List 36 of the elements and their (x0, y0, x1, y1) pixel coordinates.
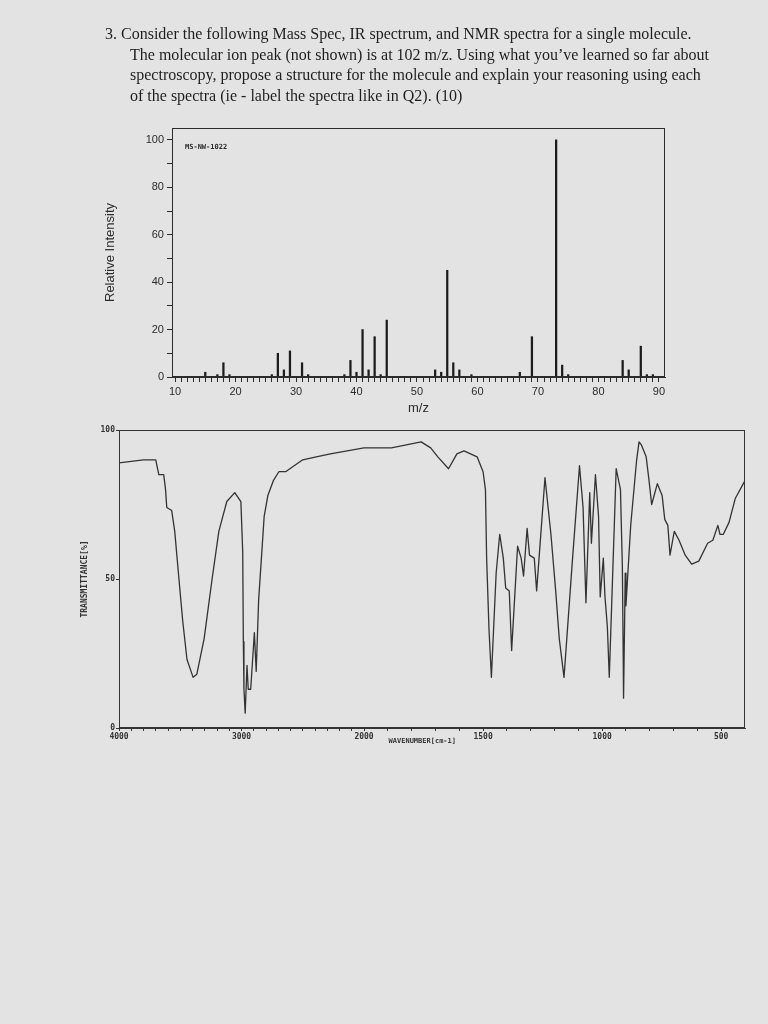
y-tick-label: 50 (105, 574, 116, 584)
x-tick-label: 2000 (354, 731, 374, 741)
y-tick-label: 100 (100, 425, 116, 435)
x-tick-label: 500 (713, 731, 729, 741)
bar (361, 329, 364, 377)
x-tick-label: 40 (350, 384, 363, 397)
x-axis-title: m/z (408, 399, 429, 415)
x-tick-label: 90 (652, 384, 666, 397)
y-tick-label: 0 (110, 723, 116, 733)
x-tick-label: 3000 (231, 731, 252, 741)
y-tick-label: 100 (145, 132, 164, 145)
y-tick-label: 60 (151, 227, 164, 240)
y-tick-label: 0 (157, 370, 164, 383)
x-tick-label: 30 (289, 384, 303, 397)
bar (343, 374, 346, 377)
y-tick-label: 80 (151, 180, 164, 193)
x-tick-label: 1000 (592, 731, 612, 741)
y-axis-title: Relative Intensity (102, 202, 118, 302)
bar (228, 374, 231, 377)
bar (470, 374, 473, 377)
y-axis-title: TRANSMITTANCE[%] (79, 540, 89, 618)
bar (355, 371, 358, 377)
x-tick-label: 1500 (473, 731, 493, 741)
bar (367, 369, 370, 377)
x-tick-label: 20 (229, 384, 242, 397)
chart-title: 3. Consider the following Mass Spec, IR spectrum, and NMR spectra for a single molecule. The molecular ion peak (not shown) is at 102 m/z. Using what you’ve learned so far about spectroscopy, propose a structure for the molecule and explain your reasoning using each of the spectra (ie - label the spectra like in Q2). (10) (105, 24, 710, 107)
x-tick-label: 80 (592, 384, 605, 397)
x-tick-label: 10 (168, 384, 182, 397)
x-tick-label: 70 (531, 384, 545, 397)
y-tick-label: 20 (151, 322, 164, 335)
y-tick-label: 40 (151, 275, 164, 288)
bar (349, 360, 352, 377)
x-tick-label: 60 (471, 384, 484, 397)
bar (222, 362, 225, 377)
x-tick-label: 50 (410, 384, 424, 397)
x-tick-label: 4000 (109, 731, 129, 741)
